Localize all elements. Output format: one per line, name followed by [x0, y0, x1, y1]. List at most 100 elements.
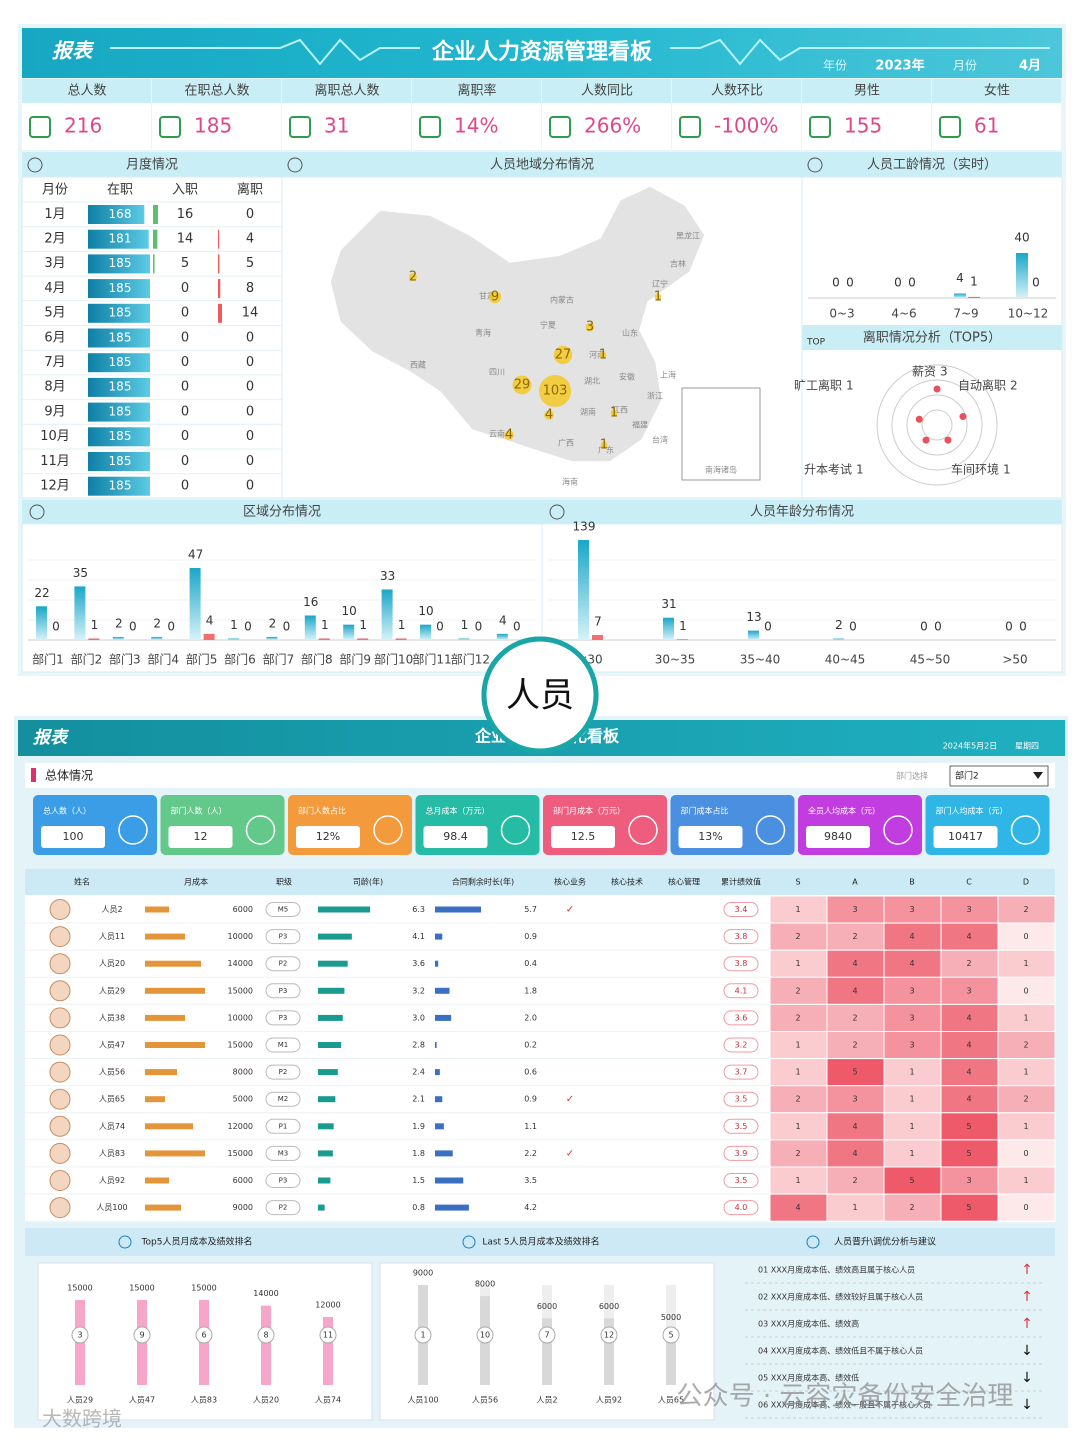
kpi-label: 人数同比 — [581, 84, 633, 99]
perf-badge — [723, 1118, 759, 1134]
data-label: 0 — [1032, 276, 1040, 290]
heat-cell — [826, 1193, 885, 1222]
heat-value: 2 — [852, 932, 857, 941]
name-label: 人员100 — [407, 1396, 438, 1405]
heat-value: 4 — [852, 959, 857, 968]
data-label: 1 — [230, 618, 238, 632]
rank-label: 7 — [544, 1331, 549, 1340]
data-label: 0 — [934, 620, 942, 634]
employed-cell: 185 — [109, 380, 132, 394]
employed-cell: 181 — [109, 232, 132, 246]
cost-bar — [323, 1317, 333, 1385]
table-header: 在职 — [107, 183, 133, 198]
map-point-label: 3 — [586, 320, 594, 335]
data-label: 0 — [244, 620, 252, 634]
month-cell: 9月 — [44, 404, 65, 419]
avatar — [49, 1170, 71, 1191]
kpi-label-bg — [22, 79, 151, 103]
advice-arrow: ↑ — [1021, 1289, 1033, 1305]
panel-icon — [549, 504, 565, 520]
map-point-label: 29 — [514, 378, 531, 393]
x-tick-label: 部门5 — [186, 652, 218, 667]
kpi-label: 总月成本（万元） — [426, 806, 490, 816]
data-label: 1 — [970, 274, 978, 288]
heat-cell — [940, 949, 999, 978]
logo: 报表 — [33, 728, 69, 748]
heat-cell — [997, 1112, 1056, 1141]
avatar — [49, 1197, 71, 1219]
data-label: 0 — [832, 276, 840, 290]
panel-header — [22, 152, 282, 177]
cost-bar — [145, 1069, 177, 1076]
kpi-icon — [679, 116, 701, 138]
left-cell: 14 — [242, 306, 259, 321]
kpi-value: 12.5 — [571, 830, 596, 843]
rank-circle — [257, 1326, 275, 1344]
cost-bar — [145, 1177, 169, 1184]
contract-cell: 5.7 — [524, 905, 537, 914]
employed-cell: 185 — [109, 256, 132, 270]
left-bar — [218, 229, 220, 249]
place-label: 湖南 — [580, 407, 596, 417]
x-tick-label: 部门2 — [71, 652, 103, 667]
data-label: 1 — [679, 619, 687, 633]
heat-cell — [997, 1193, 1056, 1222]
data-label: 0 — [920, 620, 928, 634]
kpi-icon — [1010, 815, 1041, 845]
bar — [833, 638, 844, 640]
contract-bar — [435, 1014, 452, 1021]
heat-value: 1 — [795, 1122, 800, 1131]
data-label: 139 — [573, 520, 596, 534]
kpi-label-bg — [672, 79, 801, 103]
kpi-value-box — [806, 826, 870, 848]
place-label: 南海诸岛 — [705, 465, 737, 475]
heat-value: 3 — [852, 905, 857, 914]
heat-value: 1 — [1023, 1013, 1028, 1022]
map-point-label: 1 — [599, 348, 607, 363]
hired-bar — [153, 205, 158, 224]
hired-cell: 0 — [181, 355, 189, 370]
kpi-label: 总人数 — [67, 84, 106, 99]
data-label: 0 — [129, 620, 137, 634]
heat-cell — [883, 895, 942, 924]
heat-cell — [883, 1031, 942, 1060]
heat-cell — [997, 1031, 1056, 1060]
table-header-bg — [25, 869, 1055, 895]
hired-cell: 0 — [181, 330, 189, 345]
left-cell: 0 — [246, 454, 254, 469]
tenure-bar — [968, 296, 980, 298]
map-point — [512, 375, 532, 395]
heat-value: 5 — [966, 1149, 971, 1158]
data-label: 0 — [167, 620, 175, 634]
hired-bar — [153, 229, 158, 249]
kpi-value: 10417 — [948, 830, 983, 843]
data-label: 1 — [359, 618, 367, 632]
kpi-icon — [809, 116, 831, 138]
name-label: 人员47 — [129, 1396, 155, 1405]
hired-cell: 0 — [181, 281, 189, 296]
panel-title: 人员地域分布情况 — [490, 158, 594, 173]
panel-body — [541, 523, 1063, 673]
data-label: 0 — [436, 620, 444, 634]
place-label: 福建 — [632, 420, 648, 430]
kpi-value: 14% — [454, 114, 498, 138]
name-label: 人员56 — [472, 1396, 498, 1405]
tenure-cell: 3.2 — [412, 986, 425, 995]
select-box[interactable] — [949, 765, 1049, 787]
perf-cell: 3.5 — [735, 1122, 748, 1131]
tenure-bar — [318, 1150, 333, 1157]
heat-value: 1 — [795, 959, 800, 968]
radar-point — [922, 436, 930, 444]
cost-bar — [145, 960, 201, 967]
employed-bar — [88, 328, 150, 348]
x-tick-label: 30~35 — [655, 653, 696, 667]
check-icon — [118, 1235, 132, 1249]
kpi-label: 在职总人数 — [184, 84, 249, 99]
x-tick-label: 部门4 — [147, 652, 179, 667]
contract-bar — [435, 906, 481, 913]
heat-cell — [940, 895, 999, 924]
month-cell: 12月 — [40, 479, 70, 494]
kpi-label-bg — [802, 79, 931, 103]
tenure-bar — [318, 1096, 336, 1103]
